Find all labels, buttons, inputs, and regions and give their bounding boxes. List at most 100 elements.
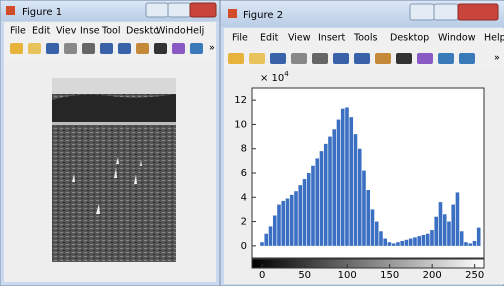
- toolbar-button[interactable]: [136, 43, 149, 54]
- histogram-bar: [464, 242, 468, 246]
- toolbar-button[interactable]: [28, 43, 41, 54]
- histogram-bar: [477, 228, 481, 246]
- histogram-bar: [396, 242, 400, 246]
- toolbar-more[interactable]: »: [209, 43, 215, 54]
- menu-item[interactable]: Desktop: [390, 33, 429, 44]
- histogram-bar: [426, 234, 430, 246]
- toolbar-button[interactable]: [190, 43, 203, 54]
- histogram-bar: [451, 205, 455, 246]
- histogram-bar: [409, 239, 413, 246]
- figure-1-window: Figure 1 »: [0, 0, 220, 286]
- minimize-button[interactable]: [410, 4, 434, 20]
- x-tick-label: 100: [338, 270, 357, 281]
- histogram-bar: [434, 217, 438, 246]
- menu-item[interactable]: Inse: [80, 26, 100, 37]
- histogram-bar: [375, 222, 379, 246]
- histogram-bar: [311, 166, 315, 246]
- y-tick-label: 2: [241, 217, 247, 228]
- maximize-button[interactable]: [434, 4, 458, 20]
- menu-item[interactable]: Insert: [318, 33, 346, 44]
- menu-item[interactable]: Viev: [56, 26, 77, 37]
- exponent-power: 4: [284, 70, 289, 78]
- histogram-bar: [405, 240, 409, 246]
- histogram-bar: [298, 185, 302, 246]
- menu-item[interactable]: Edit: [32, 26, 51, 37]
- menu-item[interactable]: File: [10, 26, 26, 37]
- window-title: Figure 2: [243, 10, 283, 21]
- histogram-bar: [337, 120, 341, 246]
- histogram-bar: [264, 234, 268, 246]
- toolbar-button[interactable]: [10, 43, 23, 54]
- toolbar-button[interactable]: [438, 53, 454, 64]
- histogram-bar: [392, 243, 396, 245]
- histogram-bar: [354, 134, 358, 246]
- toolbar-button[interactable]: [100, 43, 113, 54]
- menu-item[interactable]: Desktc: [126, 26, 159, 37]
- x-tick-label: 0: [259, 270, 265, 281]
- toolbar-button[interactable]: [46, 43, 59, 54]
- toolbar-button[interactable]: [354, 53, 370, 64]
- histogram-bar: [307, 173, 311, 246]
- histogram-bar: [332, 129, 336, 246]
- screenshot: Figure 1 » Figure 2 » 024681012050100150…: [0, 0, 504, 286]
- toolbar-button[interactable]: [375, 53, 391, 64]
- histogram-bar: [366, 190, 370, 246]
- toolbar-button[interactable]: [396, 53, 412, 64]
- toolbar-button[interactable]: [270, 53, 286, 64]
- menu-item[interactable]: File: [232, 33, 248, 44]
- minimize-button[interactable]: [146, 3, 168, 17]
- histogram-bar: [456, 192, 460, 245]
- histogram: 024681012050100150200250× 104: [234, 70, 484, 281]
- toolbar-button[interactable]: [64, 43, 77, 54]
- histogram-bar: [269, 226, 273, 245]
- histogram-bar: [324, 144, 328, 246]
- menu-item[interactable]: Helj: [186, 26, 204, 37]
- histogram-bar: [439, 202, 443, 246]
- close-button[interactable]: [458, 4, 498, 20]
- x-tick-label: 250: [465, 270, 484, 281]
- toolbar-button[interactable]: [312, 53, 328, 64]
- toolbar-button[interactable]: [228, 53, 244, 64]
- menu-item[interactable]: Windo: [156, 26, 186, 37]
- histogram-bar: [277, 205, 281, 246]
- x-tick-label: 150: [380, 270, 399, 281]
- menu-item[interactable]: Help: [484, 33, 504, 44]
- toolbar-button[interactable]: [249, 53, 265, 64]
- page: {"figure1": {"title": "Figure 1", "menu"…: [0, 0, 504, 286]
- menu-item[interactable]: Edit: [260, 33, 279, 44]
- toolbar-button[interactable]: [291, 53, 307, 64]
- colorbar: [252, 259, 484, 268]
- histogram-bar: [379, 231, 383, 246]
- y-tick-label: 8: [241, 144, 247, 155]
- menu-item[interactable]: Tool: [101, 26, 120, 37]
- histogram-bar: [345, 107, 349, 245]
- toolbar-button[interactable]: [118, 43, 131, 54]
- toolbar-button[interactable]: [333, 53, 349, 64]
- menu-item[interactable]: View: [288, 33, 311, 44]
- toolbar-button[interactable]: [82, 43, 95, 54]
- histogram-bar: [341, 109, 345, 246]
- x-tick-label: 200: [423, 270, 442, 281]
- histogram-bar: [273, 216, 277, 246]
- y-tick-label: 12: [234, 95, 247, 106]
- x-tick-label: 50: [298, 270, 311, 281]
- histogram-bar: [358, 149, 362, 246]
- menu-item[interactable]: Tools: [353, 33, 377, 44]
- menu-item[interactable]: Window: [438, 33, 476, 44]
- y-tick-label: 6: [241, 168, 247, 179]
- y-tick-label: 4: [241, 192, 247, 203]
- histogram-bar: [447, 222, 451, 246]
- toolbar-button[interactable]: [459, 53, 475, 64]
- toolbar-button[interactable]: [154, 43, 167, 54]
- histogram-bar: [294, 191, 298, 246]
- histogram-bar: [400, 241, 404, 246]
- toolbar-more[interactable]: »: [494, 53, 500, 64]
- toolbar-button[interactable]: [172, 43, 185, 54]
- toolbar-button[interactable]: [417, 53, 433, 64]
- histogram-bar: [417, 236, 421, 246]
- histogram-bar: [328, 137, 332, 246]
- exponent-base: × 10: [260, 73, 284, 84]
- histogram-bar: [468, 243, 472, 245]
- close-button[interactable]: [190, 3, 216, 17]
- maximize-button[interactable]: [168, 3, 190, 17]
